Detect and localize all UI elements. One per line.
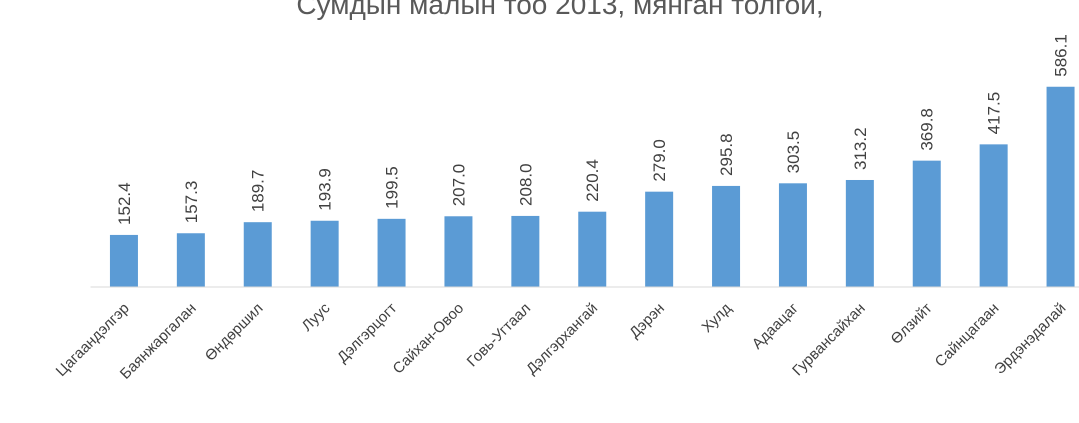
bar <box>645 191 674 287</box>
bar <box>1046 86 1075 287</box>
data-label: 157.3 <box>182 181 201 224</box>
x-tick-label: Сайнцагаан <box>932 300 1003 371</box>
data-label: 193.9 <box>316 168 335 211</box>
x-tick-label: Адаацаг <box>749 299 802 352</box>
bar <box>979 144 1008 287</box>
data-label: 417.5 <box>985 92 1004 135</box>
x-tick-label: Луус <box>299 299 334 334</box>
x-tick-label: Эрдэнэдалай <box>991 300 1069 378</box>
data-label: 303.5 <box>784 131 803 174</box>
data-label: 207.0 <box>449 164 468 207</box>
bar <box>377 218 406 287</box>
data-label: 586.1 <box>1052 34 1071 77</box>
data-label: 295.8 <box>717 133 736 176</box>
data-label: 369.8 <box>918 108 937 151</box>
bar <box>444 216 473 287</box>
chart-title: Сумдын малын тоо 2013, мянган толгой, <box>296 0 823 20</box>
x-tick-label: Дэрэн <box>626 300 668 342</box>
data-label: 279.0 <box>650 139 669 182</box>
bar <box>243 222 272 287</box>
x-tick-label: Говь-Угтаал <box>464 300 535 371</box>
bar <box>109 234 138 287</box>
data-label: 189.7 <box>249 170 268 213</box>
bar <box>845 179 874 287</box>
x-tick-label: Сайхан-Овоо <box>390 300 468 378</box>
data-label: 152.4 <box>115 182 134 225</box>
bar <box>511 215 540 287</box>
x-tick-label: Дэлгэрхангай <box>523 300 601 378</box>
x-tick-label: Дэлгэрцогт <box>334 300 400 366</box>
bar <box>778 183 807 287</box>
bar <box>310 220 339 287</box>
x-tick-label: Өндөршил <box>202 300 267 365</box>
x-tick-label: Өлзийт <box>888 300 936 348</box>
data-label: 199.5 <box>383 166 402 209</box>
bar <box>578 211 607 287</box>
data-label: 208.0 <box>516 163 535 206</box>
bar <box>712 185 741 287</box>
bar <box>912 160 941 287</box>
data-label: 220.4 <box>583 159 602 202</box>
bar <box>176 233 205 287</box>
x-tick-label: Хулд <box>699 300 735 336</box>
data-label: 313.2 <box>851 127 870 170</box>
